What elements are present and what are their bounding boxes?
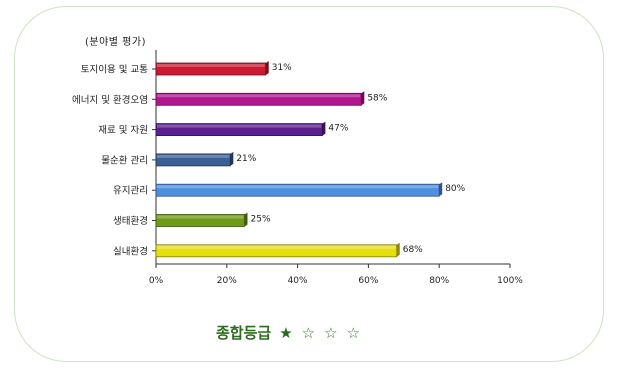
- bar-end: [361, 91, 365, 106]
- bar-end: [244, 212, 248, 227]
- value-label: 68%: [403, 245, 423, 255]
- bar-highlight: [157, 245, 396, 249]
- category-label: 재료 및 자원: [98, 124, 148, 136]
- category-label: 에너지 및 환경오염: [72, 94, 148, 106]
- x-tick-label: 100%: [497, 276, 523, 286]
- x-tick-label: 40%: [288, 276, 308, 286]
- x-tick-label: 80%: [429, 276, 449, 286]
- value-label: 25%: [251, 215, 271, 225]
- star-filled-icon: ★: [279, 323, 293, 342]
- chart-subtitle: (분야별 평가): [85, 37, 146, 48]
- value-label: 58%: [367, 93, 387, 103]
- value-label: 21%: [236, 154, 256, 164]
- star-empty-icon: ☆: [301, 323, 316, 342]
- category-label: 생태환경: [113, 215, 148, 227]
- category-label: 물순환 관리: [101, 154, 148, 166]
- bar-end: [322, 121, 326, 136]
- value-label: 47%: [328, 124, 348, 134]
- bar-highlight: [157, 94, 361, 98]
- bar-end: [396, 242, 400, 257]
- star-empty-icon: ☆: [346, 323, 361, 342]
- value-label: 80%: [445, 184, 465, 194]
- overall-grade: 종합등급 ★ ☆ ☆ ☆: [216, 322, 360, 343]
- bar-end: [439, 182, 443, 197]
- bar-highlight: [157, 215, 244, 219]
- bar-end: [230, 151, 234, 166]
- bar-highlight: [157, 124, 322, 128]
- x-tick-label: 20%: [217, 276, 237, 286]
- category-label: 실내환경: [113, 245, 148, 257]
- category-label: 유지관리: [113, 186, 148, 197]
- category-label: 토지이용 및 교통: [81, 64, 148, 76]
- grade-stars: ★ ☆ ☆ ☆: [279, 324, 360, 342]
- x-tick-label: 0%: [149, 276, 164, 286]
- x-tick-label: 60%: [358, 276, 378, 286]
- bar-highlight: [157, 154, 230, 158]
- bar-highlight: [157, 64, 265, 67]
- bar-highlight: [157, 185, 439, 189]
- bar-end: [265, 61, 269, 75]
- star-empty-icon: ☆: [324, 323, 338, 342]
- grade-label: 종합등급: [216, 324, 272, 342]
- value-label: 31%: [272, 63, 292, 73]
